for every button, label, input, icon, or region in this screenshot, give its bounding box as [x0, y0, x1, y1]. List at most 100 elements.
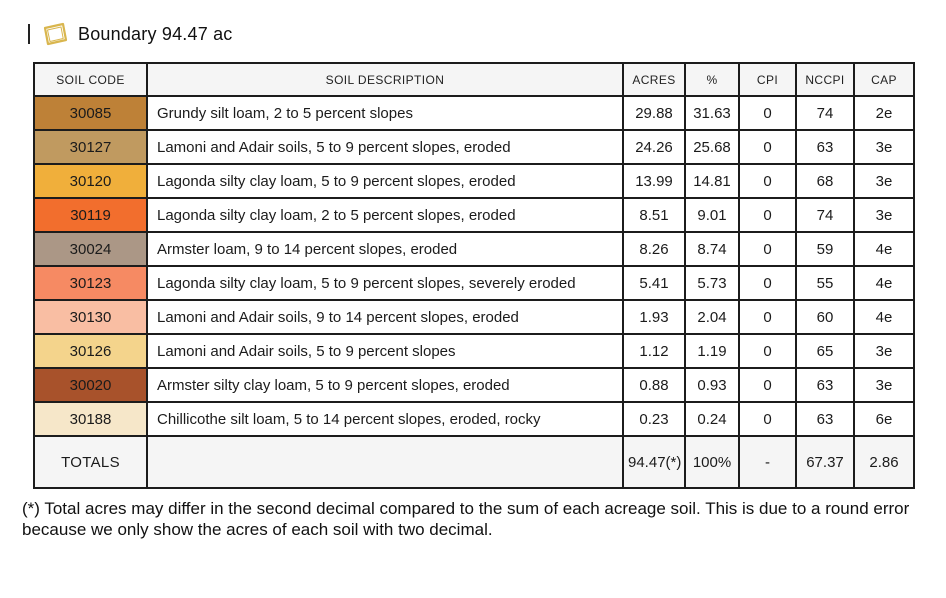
table-row: 30119 Lagonda silty clay loam, 2 to 5 per… [33, 197, 915, 233]
table-row: 30127 Lamoni and Adair soils, 5 to 9 perc… [33, 129, 915, 165]
soil-percent: 9.01 [684, 197, 740, 233]
totals-cap: 2.86 [853, 435, 915, 489]
soil-description: Chillicothe silt loam, 5 to 14 percent s… [146, 401, 624, 437]
soil-cpi: 0 [738, 163, 797, 199]
soil-cpi: 0 [738, 367, 797, 403]
soil-cpi: 0 [738, 95, 797, 131]
soil-percent: 5.73 [684, 265, 740, 301]
soil-code-swatch: 30119 [33, 197, 148, 233]
soil-cpi: 0 [738, 129, 797, 165]
soil-table: SOIL CODE SOIL DESCRIPTION ACRES % CPI N… [33, 62, 915, 489]
soil-description: Armster loam, 9 to 14 percent slopes, er… [146, 231, 624, 267]
soil-acres: 29.88 [622, 95, 686, 131]
soil-nccpi: 74 [795, 95, 855, 131]
soil-cap: 4e [853, 231, 915, 267]
soil-table-header: SOIL CODE SOIL DESCRIPTION ACRES % CPI N… [33, 62, 915, 97]
soil-description: Lamoni and Adair soils, 5 to 9 percent s… [146, 333, 624, 369]
soil-percent: 0.24 [684, 401, 740, 437]
soil-cap: 2e [853, 95, 915, 131]
soil-code-swatch: 30024 [33, 231, 148, 267]
column-header-cap: CAP [853, 62, 915, 97]
soil-cap: 3e [853, 367, 915, 403]
table-row: 30123 Lagonda silty clay loam, 5 to 9 per… [33, 265, 915, 301]
totals-row: TOTALS 94.47(*) 100% - 67.37 2.86 [33, 435, 915, 489]
soil-cap: 3e [853, 129, 915, 165]
soil-acres: 8.51 [622, 197, 686, 233]
soil-percent: 0.93 [684, 367, 740, 403]
soil-description: Lagonda silty clay loam, 2 to 5 percent … [146, 197, 624, 233]
soil-table-totals: TOTALS 94.47(*) 100% - 67.37 2.86 [33, 435, 915, 489]
totals-acres: 94.47(*) [622, 435, 686, 489]
soil-nccpi: 55 [795, 265, 855, 301]
page: Boundary 94.47 ac SOIL CODE SOIL DESCRIP… [22, 20, 924, 540]
soil-description: Lamoni and Adair soils, 5 to 9 percent s… [146, 129, 624, 165]
table-row: 30024 Armster loam, 9 to 14 percent slope… [33, 231, 915, 267]
totals-percent: 100% [684, 435, 740, 489]
soil-cap: 4e [853, 265, 915, 301]
column-header-percent: % [684, 62, 740, 97]
table-row: 30020 Armster silty clay loam, 5 to 9 per… [33, 367, 915, 403]
soil-table-body: 30085 Grundy silt loam, 2 to 5 percent sl… [33, 95, 915, 437]
table-row: 30085 Grundy silt loam, 2 to 5 percent sl… [33, 95, 915, 131]
totals-label: TOTALS [33, 435, 148, 489]
column-header-soil-description: SOIL DESCRIPTION [146, 62, 624, 97]
soil-acres: 0.23 [622, 401, 686, 437]
soil-cpi: 0 [738, 265, 797, 301]
soil-code-swatch: 30120 [33, 163, 148, 199]
soil-cap: 3e [853, 333, 915, 369]
soil-acres: 5.41 [622, 265, 686, 301]
soil-code-swatch: 30085 [33, 95, 148, 131]
soil-nccpi: 68 [795, 163, 855, 199]
soil-acres: 8.26 [622, 231, 686, 267]
soil-code-swatch: 30188 [33, 401, 148, 437]
totals-nccpi: 67.37 [795, 435, 855, 489]
soil-percent: 1.19 [684, 333, 740, 369]
soil-description: Lagonda silty clay loam, 5 to 9 percent … [146, 163, 624, 199]
column-header-cpi: CPI [738, 62, 797, 97]
soil-acres: 1.12 [622, 333, 686, 369]
soil-nccpi: 63 [795, 401, 855, 437]
soil-description: Armster silty clay loam, 5 to 9 percent … [146, 367, 624, 403]
soil-cpi: 0 [738, 197, 797, 233]
soil-code-swatch: 30123 [33, 265, 148, 301]
soil-cap: 3e [853, 197, 915, 233]
totals-description [146, 435, 624, 489]
soil-nccpi: 65 [795, 333, 855, 369]
totals-cpi: - [738, 435, 797, 489]
soil-percent: 14.81 [684, 163, 740, 199]
table-row: 30188 Chillicothe silt loam, 5 to 14 perc… [33, 401, 915, 437]
soil-cap: 3e [853, 163, 915, 199]
boundary-polygon-icon [39, 21, 69, 47]
soil-acres: 0.88 [622, 367, 686, 403]
soil-code-swatch: 30127 [33, 129, 148, 165]
soil-cap: 6e [853, 401, 915, 437]
boundary-header: Boundary 94.47 ac [28, 20, 924, 48]
soil-description: Grundy silt loam, 2 to 5 percent slopes [146, 95, 624, 131]
soil-cap: 4e [853, 299, 915, 335]
soil-cpi: 0 [738, 299, 797, 335]
soil-percent: 31.63 [684, 95, 740, 131]
soil-acres: 24.26 [622, 129, 686, 165]
divider [28, 24, 30, 44]
footnote: (*) Total acres may differ in the second… [22, 499, 910, 540]
soil-code-swatch: 30126 [33, 333, 148, 369]
soil-description: Lamoni and Adair soils, 9 to 14 percent … [146, 299, 624, 335]
soil-acres: 13.99 [622, 163, 686, 199]
soil-cpi: 0 [738, 333, 797, 369]
soil-nccpi: 63 [795, 129, 855, 165]
table-row: 30120 Lagonda silty clay loam, 5 to 9 per… [33, 163, 915, 199]
column-header-soil-code: SOIL CODE [33, 62, 148, 97]
table-row: 30130 Lamoni and Adair soils, 9 to 14 per… [33, 299, 915, 335]
soil-acres: 1.93 [622, 299, 686, 335]
column-header-nccpi: NCCPI [795, 62, 855, 97]
soil-nccpi: 59 [795, 231, 855, 267]
boundary-title: Boundary 94.47 ac [78, 23, 233, 44]
soil-code-swatch: 30020 [33, 367, 148, 403]
soil-percent: 8.74 [684, 231, 740, 267]
soil-code-swatch: 30130 [33, 299, 148, 335]
soil-cpi: 0 [738, 231, 797, 267]
table-row: 30126 Lamoni and Adair soils, 5 to 9 perc… [33, 333, 915, 369]
soil-nccpi: 63 [795, 367, 855, 403]
column-header-acres: ACRES [622, 62, 686, 97]
soil-percent: 25.68 [684, 129, 740, 165]
